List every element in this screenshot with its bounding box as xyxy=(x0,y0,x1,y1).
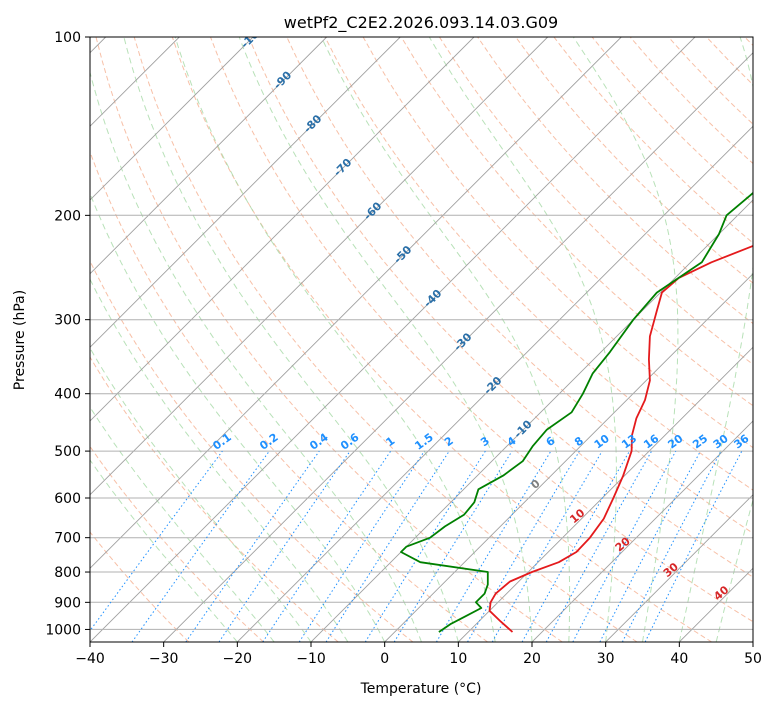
dry-adiabat-line xyxy=(171,37,712,642)
dry-adiabat-line xyxy=(90,356,339,642)
dry-adiabat-line xyxy=(248,37,753,578)
x-axis-title: Temperature (°C) xyxy=(360,681,482,697)
mixing-ratio-line xyxy=(298,450,425,642)
isotherm-line xyxy=(90,37,328,275)
x-axis: −40 −30 −20 −10 0 10 20 30 40 50 xyxy=(75,642,762,667)
x-tick-label: −30 xyxy=(149,651,179,667)
y-tick-label: 900 xyxy=(54,595,81,611)
y-tick-label: 400 xyxy=(54,387,81,403)
background-lines xyxy=(90,37,753,642)
dry-adiabat-line xyxy=(324,37,753,491)
dry-adiabat-line xyxy=(400,37,753,407)
isotherm-line xyxy=(163,52,753,642)
moist-adiabat-line xyxy=(238,37,533,642)
plot-frame xyxy=(89,36,754,643)
moist-adiabat-line xyxy=(90,406,275,642)
x-tick-label: 40 xyxy=(670,651,688,667)
chart-title: wetPf2_C2E2.2026.093.14.03.G09 xyxy=(284,13,558,33)
moist-adiabat-line xyxy=(715,497,753,642)
y-tick-label: 700 xyxy=(54,531,81,547)
y-tick-label: 800 xyxy=(54,565,81,581)
y-tick-label: 600 xyxy=(54,491,81,507)
plot-area: 0.10.20.40.611.52346810131620253036-100-… xyxy=(90,37,753,642)
mixing-ratio-line xyxy=(644,450,743,642)
isotherm-line xyxy=(90,37,475,422)
isotherm-line xyxy=(457,346,753,642)
isotherm-line xyxy=(90,37,401,348)
temperature-profile-line xyxy=(488,244,753,633)
dewpoint-profile-line xyxy=(400,191,753,633)
y-axis: 100 200 300 400 500 600 700 800 900 1000 xyxy=(45,30,90,638)
dry-adiabat-line xyxy=(133,37,638,642)
y-tick-label: 100 xyxy=(54,30,81,46)
dry-adiabat-line xyxy=(95,37,563,642)
isotherm-line xyxy=(310,199,753,642)
dry-adiabat-line xyxy=(90,445,264,642)
isotherm-line xyxy=(236,125,753,642)
dry-adiabat-line xyxy=(90,531,190,642)
moist-adiabat-line xyxy=(90,192,386,642)
x-tick-label: 30 xyxy=(597,651,615,667)
isotherm-line xyxy=(605,494,753,642)
dry-adiabat-line xyxy=(438,37,753,366)
y-tick-label: 500 xyxy=(54,444,81,460)
isotherm-line xyxy=(90,37,622,569)
moist-adiabat-line xyxy=(90,278,349,642)
x-tick-label: 50 xyxy=(744,651,762,667)
y-tick-label: 300 xyxy=(54,313,81,329)
moist-adiabat-line xyxy=(428,37,617,642)
mixing-ratio-line xyxy=(325,450,450,642)
x-tick-label: 0 xyxy=(380,651,389,667)
mixing-ratio-line xyxy=(521,450,630,642)
dry-adiabat-line xyxy=(210,37,753,623)
mixing-ratio-line xyxy=(185,450,320,642)
mixing-ratio-line xyxy=(545,450,653,642)
mixing-ratio-line xyxy=(393,450,513,642)
x-tick-label: −20 xyxy=(223,651,253,667)
dry-adiabat-line xyxy=(515,37,753,284)
dry-adiabat-line xyxy=(90,150,488,642)
x-tick-label: 10 xyxy=(449,651,467,667)
mixing-ratio-line xyxy=(90,450,223,632)
x-tick-label: 20 xyxy=(523,651,541,667)
moist-adiabat-line xyxy=(90,459,238,642)
x-tick-label: −10 xyxy=(296,651,326,667)
mixing-ratio-line xyxy=(131,450,270,642)
moist-adiabat-line xyxy=(123,37,459,642)
isotherm-line xyxy=(90,37,254,201)
y-axis-title: Pressure (hPa) xyxy=(12,290,28,390)
x-tick-label: −40 xyxy=(75,651,105,667)
sounding-lines xyxy=(400,191,753,633)
moist-adiabat-line xyxy=(320,37,571,642)
mixing-ratio-line xyxy=(262,450,392,642)
isotherm-line xyxy=(90,37,549,496)
isotherm-line xyxy=(531,420,753,642)
y-tick-label: 200 xyxy=(54,208,81,224)
mixing-ratio-line xyxy=(572,450,677,642)
mixing-ratio-line xyxy=(218,450,351,642)
isotherm-line xyxy=(384,273,753,642)
moist-adiabat-line xyxy=(174,37,496,642)
moist-adiabat-line xyxy=(678,37,753,642)
isotherm-line xyxy=(90,37,696,642)
mixing-ratio-lines xyxy=(90,450,743,642)
moist-adiabat-line xyxy=(90,70,422,642)
y-tick-label: 1000 xyxy=(45,622,81,638)
